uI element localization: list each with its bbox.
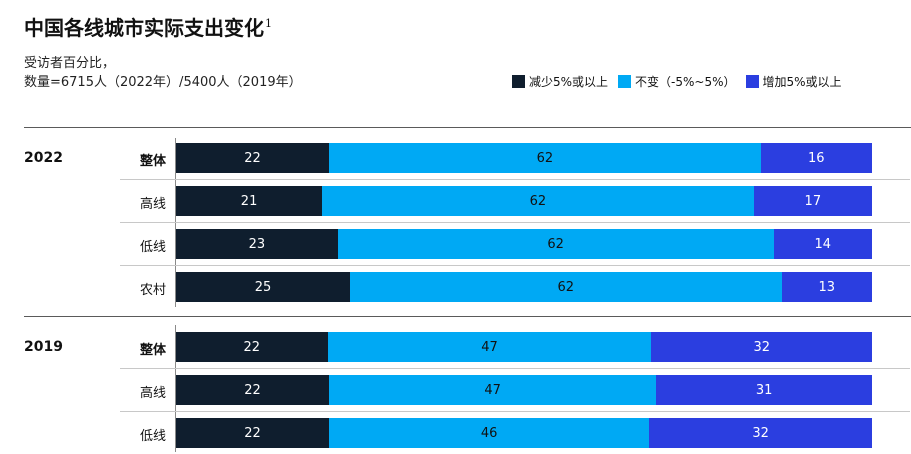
group-rule-2019 (24, 316, 911, 317)
category-label: 低线 (139, 240, 166, 255)
legend: 减少5%或以上 不变（-5%~5%） 增加5%或以上 (512, 73, 842, 90)
bar-value-label: 47 (481, 339, 498, 355)
legend-label-decrease: 减少5%或以上 (529, 75, 609, 89)
bar-value-label: 32 (753, 339, 770, 355)
category-label: 高线 (139, 386, 166, 401)
legend-swatch-increase (745, 75, 759, 88)
subtitle-line-1: 受访者百分比， (24, 56, 116, 71)
bar-value-label: 16 (808, 150, 825, 166)
bar-value-label: 46 (480, 425, 498, 441)
subtitle-line-2: 数量=6715人（2022年）/5400人（2019年） (24, 75, 302, 90)
bar-row-2019: 22 46 32 (176, 418, 872, 448)
bar-segment-decrease: 25 (176, 272, 350, 302)
bar-segment-increase: 13 (781, 272, 872, 302)
bar-value-label: 22 (244, 150, 261, 166)
bar-segment-unchanged: 62 (329, 143, 761, 173)
bar-value-label: 14 (814, 236, 832, 252)
bar-segment-increase: 17 (753, 186, 872, 216)
bar-row-2019: 22 47 32 (176, 332, 872, 362)
bar-row-2022: 25 62 13 (176, 272, 872, 302)
bar-value-label: 62 (536, 150, 554, 166)
bar-segment-decrease: 22 (176, 375, 330, 405)
legend-item-decrease: 减少5%或以上 (512, 73, 608, 90)
bar-segment-decrease: 21 (176, 186, 323, 216)
bar-segment-unchanged: 62 (322, 186, 754, 216)
bar-value-label: 62 (557, 279, 575, 295)
bar-segment-increase: 16 (760, 143, 872, 173)
category-label: 高线 (139, 197, 166, 212)
bar-value-label: 25 (254, 279, 272, 295)
legend-label-unchanged: 不变（-5%~5%） (635, 75, 736, 89)
title-footnote: 1 (265, 17, 272, 31)
bar-segment-increase: 14 (773, 229, 872, 259)
bar-value-label: 21 (240, 193, 258, 209)
category-label: 低线 (139, 429, 166, 444)
bar-segment-increase: 32 (649, 418, 872, 448)
bar-segment-unchanged: 62 (350, 272, 782, 302)
bar-segment-unchanged: 47 (327, 332, 652, 362)
bar-value-label: 32 (752, 425, 769, 441)
legend-item-increase: 增加5%或以上 (745, 73, 842, 90)
bar-row-2022: 22 62 16 (176, 143, 872, 173)
bar-segment-increase: 31 (656, 375, 872, 405)
legend-item-unchanged: 不变（-5%~5%） (618, 73, 736, 90)
bar-row-2019: 22 47 31 (176, 375, 872, 405)
bar-value-label: 47 (484, 382, 501, 398)
category-label: 整体 (139, 154, 166, 169)
bar-segment-unchanged: 62 (337, 229, 774, 259)
bar-segment-decrease: 22 (176, 418, 330, 448)
chart-title-text: 中国各线城市实际支出变化 (24, 16, 264, 40)
chart-subtitle: 受访者百分比， 数量=6715人（2022年）/5400人（2019年） (24, 54, 302, 92)
category-label: 整体 (139, 343, 166, 358)
year-label-2019: 2019 (24, 339, 63, 355)
group-axis-line-2019 (175, 325, 176, 452)
legend-swatch-unchanged (618, 75, 632, 88)
bar-value-label: 17 (804, 193, 822, 209)
legend-swatch-decrease (512, 75, 525, 88)
bar-segment-increase: 32 (651, 332, 872, 362)
row-separator (120, 368, 910, 369)
row-separator (120, 411, 910, 412)
legend-label-increase: 增加5%或以上 (762, 75, 842, 89)
row-separator (120, 222, 910, 223)
bar-segment-unchanged: 46 (329, 418, 650, 448)
bar-value-label: 22 (244, 382, 261, 398)
bar-segment-decrease: 23 (176, 229, 338, 259)
row-separator (120, 265, 910, 266)
bar-value-label: 22 (244, 425, 261, 441)
bar-value-label: 31 (755, 382, 773, 398)
bar-value-label: 62 (529, 193, 547, 209)
bar-segment-decrease: 22 (176, 332, 328, 362)
row-separator (120, 179, 910, 180)
bar-value-label: 22 (243, 339, 261, 355)
bar-row-2022: 21 62 17 (176, 186, 872, 216)
category-label: 农村 (139, 283, 166, 298)
bar-row-2022: 23 62 14 (176, 229, 872, 259)
bar-value-label: 62 (547, 236, 564, 252)
bar-segment-unchanged: 47 (329, 375, 657, 405)
chart-title: 中国各线城市实际支出变化1 (24, 12, 272, 41)
bar-value-label: 13 (818, 279, 836, 295)
year-label-2022: 2022 (24, 150, 63, 166)
bar-segment-decrease: 22 (176, 143, 330, 173)
bar-value-label: 23 (248, 236, 266, 252)
group-rule-2022 (24, 127, 911, 128)
